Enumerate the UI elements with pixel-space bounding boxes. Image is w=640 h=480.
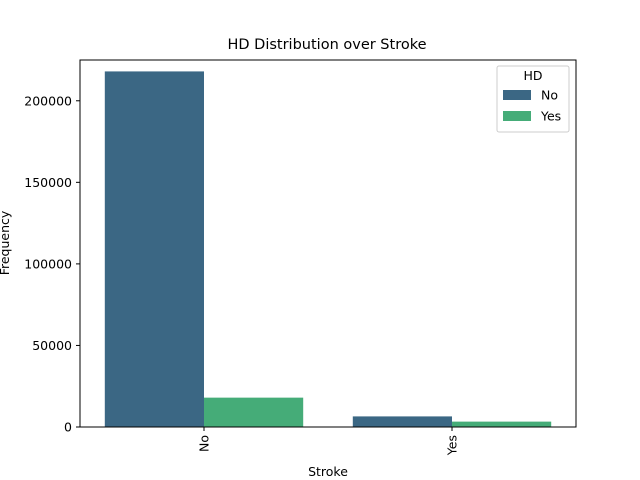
chart-title: HD Distribution over Stroke	[227, 37, 426, 53]
bar-yes-no	[204, 397, 304, 427]
y-tick-label: 150000	[24, 175, 72, 190]
legend-label: No	[541, 88, 558, 103]
bar-no-no	[104, 71, 204, 427]
x-axis-label: Stroke	[308, 464, 348, 479]
x-tick-label: No	[197, 435, 212, 452]
plot-area	[104, 71, 552, 427]
bar-yes-yes	[452, 421, 552, 427]
y-tick-label: 200000	[24, 93, 72, 108]
legend-label: Yes	[540, 109, 561, 124]
y-tick-label: 100000	[24, 256, 72, 271]
legend: HD No Yes	[496, 65, 570, 133]
legend-title: HD	[523, 68, 542, 83]
legend-swatch	[503, 90, 531, 100]
y-tick-label: 0	[64, 420, 72, 435]
bar-no-yes	[352, 416, 452, 427]
axes-frame	[79, 59, 577, 428]
x-tick-label: Yes	[445, 435, 460, 456]
y-axis-label: Frequency	[0, 210, 12, 275]
y-tick-label: 50000	[32, 338, 72, 353]
axes: 0 50000 100000 150000 200000 No Yes	[24, 93, 459, 456]
legend-swatch	[503, 111, 531, 121]
